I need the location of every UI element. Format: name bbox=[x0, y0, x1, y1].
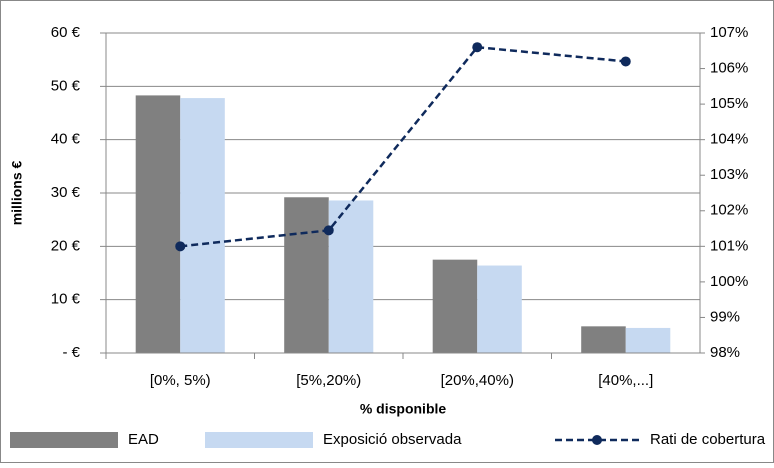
y-tick-label: 10 € bbox=[51, 291, 81, 308]
legend-swatch bbox=[10, 432, 118, 448]
y2-tick-label: 101% bbox=[710, 237, 748, 254]
line-point bbox=[620, 56, 631, 67]
y-tick-label: 50 € bbox=[51, 77, 81, 94]
bar bbox=[432, 259, 478, 353]
y2-tick-label: 103% bbox=[710, 166, 748, 183]
bar bbox=[477, 265, 522, 353]
legend-label: EAD bbox=[128, 431, 159, 448]
x-tick-label: [0%, 5%) bbox=[150, 372, 211, 389]
y2-tick-label: 104% bbox=[710, 131, 748, 148]
y-tick-label: 30 € bbox=[51, 184, 81, 201]
legend-label: Rati de cobertura bbox=[650, 431, 766, 448]
bar bbox=[180, 98, 225, 353]
legend-marker bbox=[592, 435, 602, 445]
y-tick-label: 40 € bbox=[51, 131, 81, 148]
x-tick-label: [20%,40%) bbox=[441, 372, 514, 389]
legend-swatch bbox=[205, 432, 313, 448]
y-axis-label: millions € bbox=[9, 161, 25, 226]
x-tick-label: [5%,20%) bbox=[296, 372, 361, 389]
x-axis-label: % disponible bbox=[360, 401, 447, 417]
bar bbox=[581, 326, 626, 353]
y2-tick-label: 105% bbox=[710, 95, 748, 112]
y-tick-label: - € bbox=[62, 344, 80, 361]
line-point bbox=[472, 42, 483, 53]
line-point bbox=[175, 241, 186, 252]
bar bbox=[135, 95, 181, 354]
y-tick-label: 20 € bbox=[51, 237, 81, 254]
bar bbox=[284, 197, 329, 353]
y2-tick-label: 106% bbox=[710, 60, 748, 77]
y-tick-label: 60 € bbox=[51, 24, 81, 41]
bar bbox=[328, 200, 374, 353]
y2-tick-label: 99% bbox=[710, 308, 740, 325]
y2-tick-label: 100% bbox=[710, 273, 748, 290]
bar bbox=[625, 327, 671, 353]
y2-tick-label: 102% bbox=[710, 202, 748, 219]
line-series bbox=[180, 45, 626, 248]
legend-label: Exposició observada bbox=[323, 431, 462, 448]
y2-tick-label: 98% bbox=[710, 344, 740, 361]
line-point bbox=[323, 225, 334, 236]
y2-tick-label: 107% bbox=[710, 24, 748, 41]
x-tick-label: [40%,...] bbox=[598, 372, 653, 389]
